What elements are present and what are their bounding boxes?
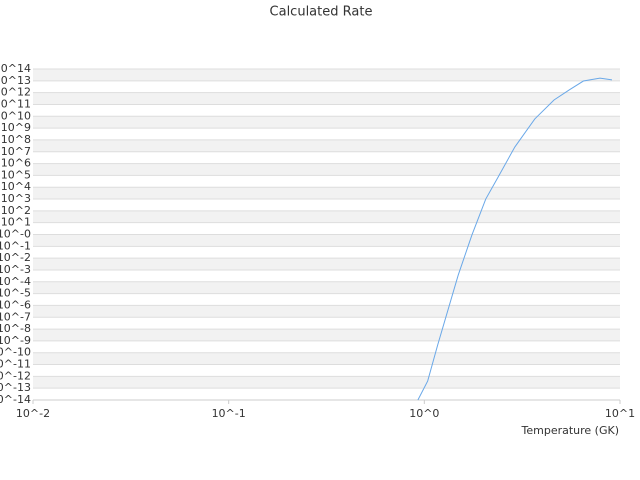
y-tick-label: 10^8 xyxy=(1,133,31,146)
y-tick-label: 10^4 xyxy=(1,180,31,193)
y-tick-label: 10^-1 xyxy=(0,239,31,252)
y-tick-label: 10^-14 xyxy=(0,393,31,406)
grid-band xyxy=(33,234,620,247)
grid-band xyxy=(33,210,620,223)
grid-band xyxy=(33,92,620,105)
grid-band xyxy=(33,352,620,365)
y-tick-label: 10^-6 xyxy=(0,298,31,311)
y-tick-label: 10^-9 xyxy=(0,334,31,347)
y-tick-label: 10^7 xyxy=(1,145,31,158)
y-tick-label: 10^-11 xyxy=(0,358,31,371)
y-tick-label: 10^11 xyxy=(0,97,31,110)
y-tick-label: 10^-7 xyxy=(0,310,31,323)
y-tick-label: 10^3 xyxy=(1,192,31,205)
chart-title: Calculated Rate xyxy=(270,5,373,20)
grid-band xyxy=(33,187,620,200)
y-tick-label: 10^2 xyxy=(1,204,31,217)
x-axis-label: Temperature (GK) xyxy=(521,424,620,437)
y-tick-label: 10^-10 xyxy=(0,346,31,359)
grid-band xyxy=(33,305,620,318)
x-tick-label: 10^-2 xyxy=(16,407,50,420)
y-tick-label: 10^-2 xyxy=(0,251,31,264)
data-line xyxy=(417,77,613,401)
y-tick-label: 10^-13 xyxy=(0,381,31,394)
x-tick-label: 10^1 xyxy=(605,407,635,420)
y-tick-label: 10^-8 xyxy=(0,322,31,335)
y-tick-label: 10^10 xyxy=(0,109,31,122)
grid-band xyxy=(33,329,620,341)
y-tick-label: 10^12 xyxy=(0,86,31,99)
grid-band xyxy=(33,163,620,176)
y-tick-label: 10^-5 xyxy=(0,287,31,300)
y-tick-label: 10^14 xyxy=(0,62,31,75)
y-tick-label: 10^1 xyxy=(1,216,31,229)
grid-band xyxy=(33,69,620,81)
grid-band xyxy=(33,281,620,294)
grid-band xyxy=(33,376,620,389)
y-tick-label: 10^-3 xyxy=(0,263,31,276)
grid-band xyxy=(33,139,620,152)
x-tick-label: 10^-1 xyxy=(212,407,246,420)
y-tick-label: 10^5 xyxy=(1,168,31,181)
y-tick-label: 10^6 xyxy=(1,157,31,170)
y-tick-label: 10^-12 xyxy=(0,369,31,382)
x-tick-label: 10^0 xyxy=(409,407,439,420)
y-tick-label: 10^-0 xyxy=(0,228,31,241)
y-tick-label: 10^9 xyxy=(1,121,31,134)
grid-band xyxy=(33,116,620,129)
y-tick-label: 10^13 xyxy=(0,74,31,87)
grid-band xyxy=(33,258,620,270)
y-tick-label: 10^-4 xyxy=(0,275,31,288)
